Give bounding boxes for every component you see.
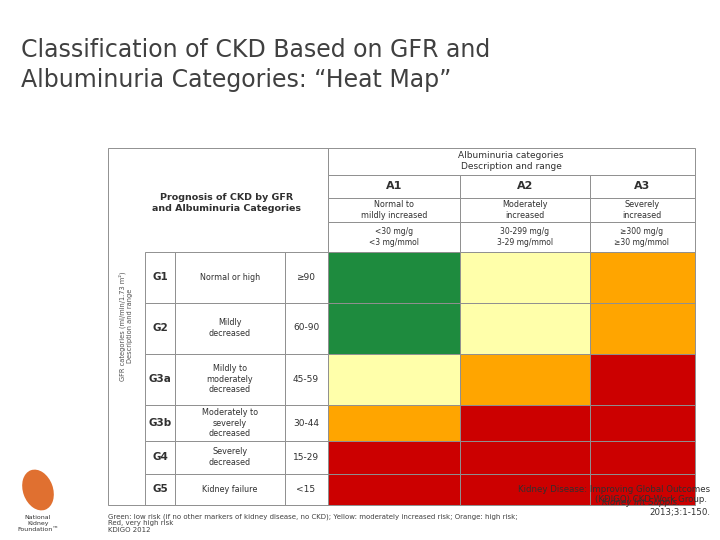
Text: Mildly
decreased: Mildly decreased xyxy=(209,318,251,338)
Bar xyxy=(175,354,285,405)
Bar xyxy=(328,175,460,198)
Text: Albuminuria categories
Description and range: Albuminuria categories Description and r… xyxy=(458,151,564,171)
Text: 15-29: 15-29 xyxy=(293,453,319,462)
Bar xyxy=(145,354,175,405)
Bar xyxy=(108,148,328,505)
Text: G3b: G3b xyxy=(148,418,171,428)
Bar xyxy=(175,252,285,303)
Text: G4: G4 xyxy=(152,452,168,462)
Text: G1: G1 xyxy=(152,272,168,282)
Bar xyxy=(285,474,328,505)
Bar xyxy=(590,303,695,354)
Bar xyxy=(590,252,695,303)
Bar xyxy=(175,441,285,474)
Bar xyxy=(590,405,695,441)
Text: 45-59: 45-59 xyxy=(293,375,319,383)
Bar xyxy=(328,405,460,441)
Text: <30 mg/g
<3 mg/mmol: <30 mg/g <3 mg/mmol xyxy=(369,227,419,247)
Bar xyxy=(175,474,285,505)
Bar xyxy=(145,405,175,441)
Bar xyxy=(145,252,175,303)
Bar xyxy=(328,354,460,405)
Bar xyxy=(328,148,695,175)
Bar xyxy=(328,441,460,474)
Bar xyxy=(460,441,590,474)
Bar xyxy=(285,405,328,441)
Text: Prognosis of CKD by GFR
and Albuminuria Categories: Prognosis of CKD by GFR and Albuminuria … xyxy=(153,193,302,213)
Text: A1: A1 xyxy=(386,181,402,191)
Text: G3a: G3a xyxy=(148,374,171,384)
Bar xyxy=(460,175,590,198)
Bar xyxy=(145,303,175,354)
Text: Classification of CKD Based on GFR and
Albuminuria Categories: “Heat Map”: Classification of CKD Based on GFR and A… xyxy=(22,38,490,92)
Bar xyxy=(328,474,460,505)
Bar xyxy=(285,441,328,474)
Bar xyxy=(285,303,328,354)
Bar xyxy=(590,222,695,252)
Text: Normal or high: Normal or high xyxy=(200,273,260,281)
Text: Kidney Int Suppls.: Kidney Int Suppls. xyxy=(602,498,680,507)
Bar xyxy=(175,405,285,441)
Bar xyxy=(590,198,695,222)
Text: Green: low risk (if no other markers of kidney disease, no CKD); Yellow: moderat: Green: low risk (if no other markers of … xyxy=(108,513,518,534)
Bar xyxy=(285,354,328,405)
Text: 60-90: 60-90 xyxy=(293,323,319,333)
Text: Severely
decreased: Severely decreased xyxy=(209,447,251,467)
Text: Mildly to
moderately
decreased: Mildly to moderately decreased xyxy=(207,364,253,394)
Bar xyxy=(460,198,590,222)
Bar xyxy=(328,252,460,303)
Text: National
Kidney
Foundation™: National Kidney Foundation™ xyxy=(17,515,59,531)
Text: Moderately to
severely
decreased: Moderately to severely decreased xyxy=(202,408,258,438)
Text: 2013;3:1-150.: 2013;3:1-150. xyxy=(649,498,710,517)
Bar xyxy=(590,441,695,474)
Text: Kidney failure: Kidney failure xyxy=(202,484,258,494)
Text: ≥300 mg/g
≥30 mg/mmol: ≥300 mg/g ≥30 mg/mmol xyxy=(614,227,670,247)
Text: Normal to
mildly increased: Normal to mildly increased xyxy=(361,200,427,220)
Bar xyxy=(590,354,695,405)
Bar xyxy=(460,354,590,405)
Text: Moderately
increased: Moderately increased xyxy=(503,200,548,220)
Text: A3: A3 xyxy=(634,181,650,191)
Bar xyxy=(460,252,590,303)
Ellipse shape xyxy=(22,470,54,510)
Text: G2: G2 xyxy=(152,323,168,333)
Bar xyxy=(145,441,175,474)
Bar xyxy=(590,474,695,505)
Bar xyxy=(328,222,460,252)
Bar xyxy=(328,198,460,222)
Text: 30-299 mg/g
3-29 mg/mmol: 30-299 mg/g 3-29 mg/mmol xyxy=(497,227,553,247)
Bar xyxy=(460,303,590,354)
Bar xyxy=(285,252,328,303)
Text: Kidney Disease: Improving Global Outcomes
(KDIGO) CKD Work Group.: Kidney Disease: Improving Global Outcome… xyxy=(518,485,710,504)
Text: <15: <15 xyxy=(297,484,315,494)
Text: Severely
increased: Severely increased xyxy=(622,200,662,220)
Bar xyxy=(590,175,695,198)
Text: 30-44: 30-44 xyxy=(293,418,319,428)
Text: G5: G5 xyxy=(152,484,168,494)
Bar xyxy=(145,474,175,505)
Text: A2: A2 xyxy=(517,181,534,191)
Text: GFR categories (ml/min/1.73 m²)
Description and range: GFR categories (ml/min/1.73 m²) Descript… xyxy=(119,271,133,381)
Bar xyxy=(328,303,460,354)
Bar xyxy=(460,222,590,252)
Bar xyxy=(460,474,590,505)
Bar xyxy=(175,303,285,354)
Bar xyxy=(460,405,590,441)
Text: ≥90: ≥90 xyxy=(297,273,315,281)
